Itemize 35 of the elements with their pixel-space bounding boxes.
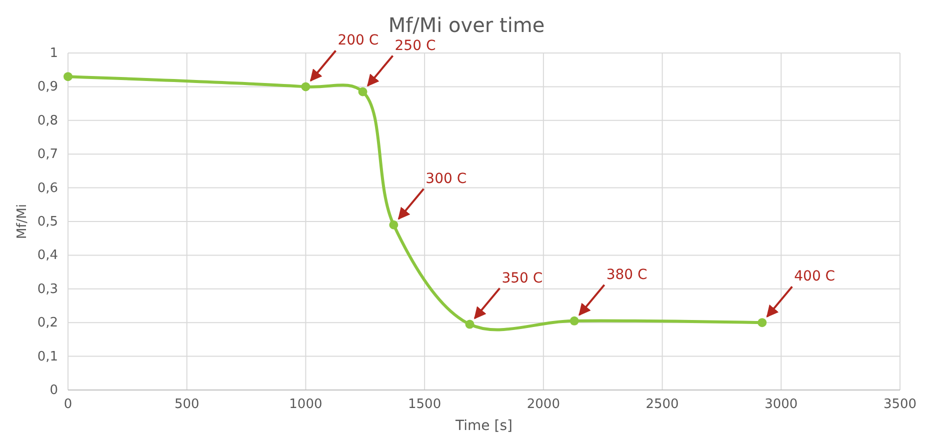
y-tick-label: 0,1 — [37, 349, 58, 364]
point — [389, 220, 398, 230]
annotation: 200 C — [338, 32, 379, 49]
x-tick-label: 3500 — [883, 397, 917, 412]
annotation: 380 C — [606, 266, 648, 283]
x-tick-label: 500 — [174, 397, 200, 412]
x-tick-label: 1500 — [408, 397, 442, 412]
y-tick-label: 0,4 — [37, 248, 58, 264]
point — [570, 316, 579, 326]
x-tick-label: 1000 — [289, 397, 322, 412]
y-tick-label: 0,6 — [37, 180, 58, 196]
x-tick-label: 3000 — [764, 397, 798, 412]
y-tick-label: 0 — [50, 383, 58, 398]
annotation: 350 C — [502, 270, 543, 286]
point — [64, 72, 72, 82]
x-tick-label: 0 — [64, 397, 72, 412]
x-axis-title: Time [s] — [454, 418, 512, 434]
y-tick-label: 0,9 — [37, 80, 58, 95]
point — [301, 82, 310, 92]
annotation: 300 C — [426, 170, 467, 187]
annotation: 400 C — [794, 268, 836, 285]
y-tick-label: 1 — [50, 46, 58, 61]
chart-title: Mf/Mi over time — [388, 13, 545, 37]
x-tick-label: 2500 — [646, 397, 679, 412]
annotation: 250 C — [394, 38, 436, 54]
y-tick-label: 0,2 — [37, 316, 58, 331]
y-tick-label: 0,5 — [37, 214, 58, 230]
y-tick-label: 0,8 — [37, 113, 58, 128]
y-tick-label: 0,3 — [37, 282, 58, 297]
x-tick-label: 2000 — [526, 397, 560, 412]
y-axis-title: Mf/Mi — [15, 204, 30, 240]
point — [465, 320, 474, 329]
point — [358, 87, 368, 96]
point — [758, 318, 767, 328]
y-tick-label: 0,7 — [37, 147, 58, 162]
